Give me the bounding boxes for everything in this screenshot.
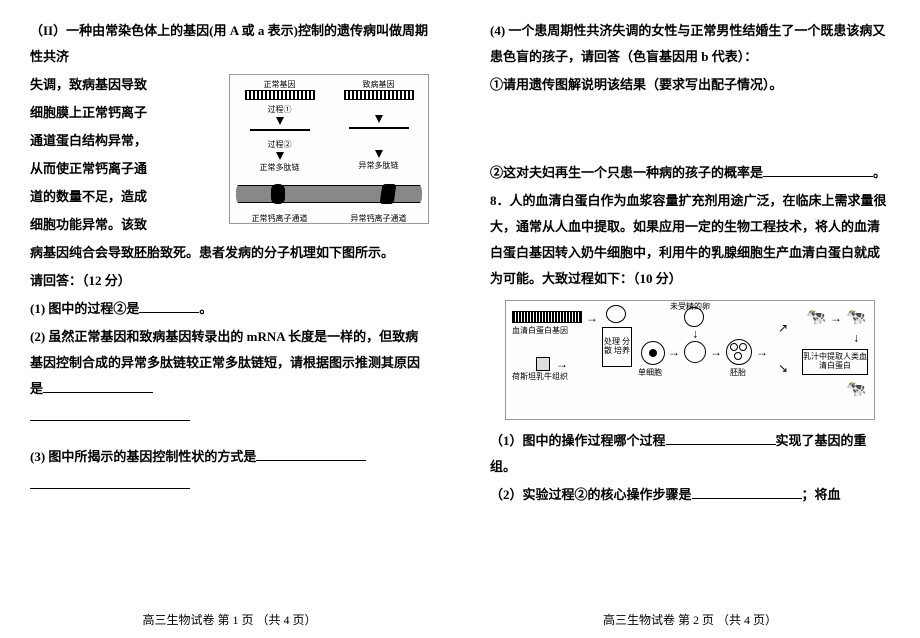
label-holstein: 荷斯坦乳牛组织 (512, 371, 568, 382)
arrow-7: ↘ (778, 361, 788, 376)
genetic-diagram-space[interactable] (490, 100, 890, 160)
arrow-6: ↗ (778, 321, 788, 336)
q1-blank[interactable] (139, 299, 199, 313)
q2-blank-2[interactable] (30, 407, 190, 421)
page-2-footer: 高三生物试卷 第 2 页 （共 4 页） (460, 611, 920, 628)
question-2: (2) 虽然正常基因和致病基因转录出的 mRNA 长度是一样的，但致病基因控制合… (30, 324, 429, 402)
q8-1-blank[interactable] (666, 431, 776, 445)
question-4: (4) 一个患周期性共济失调的女性与正常男性结婚生了一个既患该病又患色盲的孩子，… (490, 18, 890, 70)
cow-surrogate-icon: 🐄 (806, 307, 826, 327)
label-normal-gene: 正常基因 (232, 79, 327, 90)
plasmid-icon (606, 305, 626, 323)
arrow-4: → (710, 345, 722, 360)
embryo-icon (726, 339, 752, 365)
question-1: (1) 图中的过程②是 。 (30, 296, 429, 322)
process-box-text: 处理 分散 培养 (603, 338, 631, 356)
intro-block: （II）一种由常染色体上的基因(用 A 或 a 表示)控制的遗传病叫做周期性共济… (30, 18, 429, 240)
q8-2-blank[interactable] (692, 485, 802, 499)
q3-blank-2[interactable] (30, 475, 190, 489)
q8-2-a: （2）实验过程②的核心操作步骤是 (490, 487, 692, 502)
question-8: 8．人的血清白蛋白作为血浆容量扩充剂用途广泛，在临床上需求量很大，通常从人血中提… (490, 188, 890, 292)
milk-extract-text: 乳汁中提取人类血清白蛋白 (803, 353, 867, 371)
para-conclusion: 病基因纯合会导致胚胎致死。患者发病的分子机理如下图所示。 (30, 240, 429, 266)
figure-transgenic-cow: 血清白蛋白基因 → 处理 分散 培养 荷斯坦乳牛组织 → 单细胞 → 未受精的卵… (505, 300, 875, 420)
figure-gene-mechanism: 正常基因 致病基因 过程① 过程② 正常多肽链 异常多肽链 正常钙离子通道 异常钙… (229, 74, 429, 224)
question-3-line2 (30, 472, 429, 498)
q8-2-b: ；将血 (802, 487, 841, 502)
q4-2-blank[interactable] (763, 163, 873, 177)
label-albumin-gene: 血清白蛋白基因 (512, 325, 568, 336)
process-box: 处理 分散 培养 (602, 327, 632, 367)
label-normal-poly: 正常多肽链 (232, 162, 327, 173)
label-single-cell: 单细胞 (638, 367, 662, 378)
q4-2-period: 。 (873, 165, 886, 180)
gene-bar (512, 311, 582, 323)
para-answer-prompt: 请回答：（12 分） (30, 268, 429, 294)
question-8-sub2: （2）实验过程②的核心操作步骤是 ；将血 (490, 482, 890, 508)
para-ii-intro: （II）一种由常染色体上的基因(用 A 或 a 表示)控制的遗传病叫做周期性共济 (30, 18, 429, 70)
egg-combined-icon (684, 341, 706, 363)
arrow-9: → (851, 333, 866, 345)
q3-blank[interactable] (256, 447, 366, 461)
q3-text: (3) 图中所揭示的基因控制性状的方式是 (30, 449, 256, 464)
label-process1: 过程① (232, 104, 327, 115)
question-8-sub1: （1）图中的操作过程哪个过程实现了基因的重组。 (490, 428, 890, 480)
q8-1-a: （1）图中的操作过程哪个过程 (490, 433, 666, 448)
arrow-1: → (586, 311, 598, 326)
label-embryo: 胚胎 (730, 367, 746, 378)
question-4-sub2: ②这对夫妇再生一个只患一种病的孩子的概率是 。 (490, 160, 890, 186)
question-3: (3) 图中所揭示的基因控制性状的方式是 (30, 444, 429, 470)
cell-icon (641, 341, 665, 365)
label-process2: 过程② (232, 139, 327, 150)
q4-2-text: ②这对夫妇再生一个只患一种病的孩子的概率是 (490, 165, 763, 180)
label-normal-channel: 正常钙离子通道 (232, 213, 327, 224)
arrow-2: → (556, 357, 568, 372)
page-1-column: （II）一种由常染色体上的基因(用 A 或 a 表示)控制的遗传病叫做周期性共济… (0, 0, 460, 638)
question-2-line2 (30, 404, 429, 430)
label-unfert-egg: 未受精的卵 (670, 301, 710, 312)
question-4-sub1: ①请用遗传图解说明该结果（要求写出配子情况）。 (490, 72, 890, 98)
page-1-footer: 高三生物试卷 第 1 页 （共 4 页） (0, 611, 459, 628)
milk-extract-box: 乳汁中提取人类血清白蛋白 (802, 349, 868, 375)
label-disease-gene: 致病基因 (331, 79, 426, 90)
membrane-graphic (236, 181, 422, 207)
page-2-column: (4) 一个患周期性共济失调的女性与正常男性结婚生了一个既患该病又患色盲的孩子，… (460, 0, 920, 638)
cow-product-icon: 🐄 (846, 379, 866, 399)
q1-period: 。 (199, 301, 212, 316)
arrow-3: → (668, 345, 680, 360)
label-abnormal-poly: 异常多肽链 (331, 160, 426, 171)
tissue-icon (536, 357, 550, 371)
q2-blank[interactable] (43, 379, 153, 393)
label-abnormal-channel: 异常钙离子通道 (331, 213, 426, 224)
arrow-8: → (830, 311, 842, 326)
arrow-5: → (756, 345, 768, 360)
arrow-down: → (690, 329, 705, 341)
q1-text: (1) 图中的过程②是 (30, 301, 139, 316)
cow-offspring-icon: 🐄 (846, 307, 866, 327)
